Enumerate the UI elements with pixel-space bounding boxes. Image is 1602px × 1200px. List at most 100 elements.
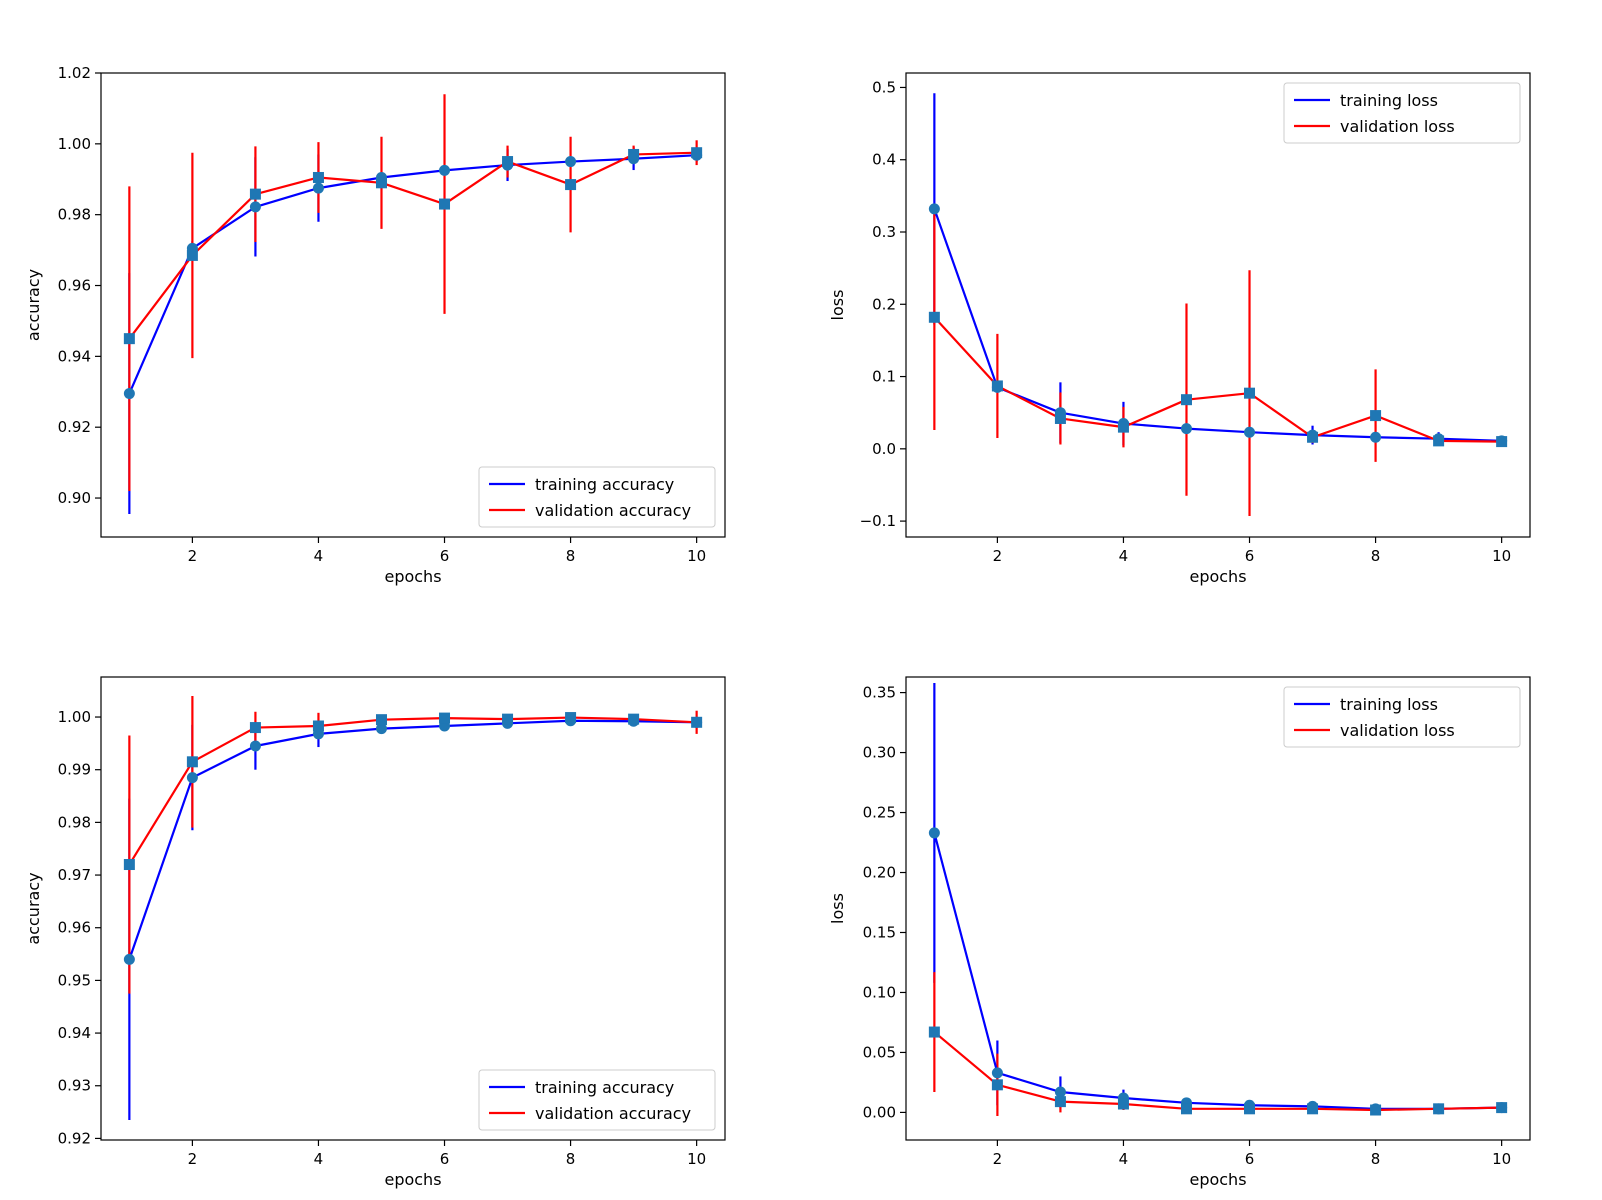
- chart-2-ytick-label-7: 0.99: [58, 761, 91, 779]
- chart-1-ytick-label-1: 0.0: [872, 440, 896, 458]
- chart-3-training-loss-point-3: [1054, 1086, 1066, 1098]
- training-loss-panel-2: 2 4 6 8 10 0.00 0.05 0.10 0.15 0.20 0.25 0.30 0.35 ep…: [828, 676, 1531, 1189]
- chart-3-validation-loss-point-5: [1180, 1103, 1192, 1115]
- chart-1-ytick-label-4: 0.3: [872, 223, 896, 241]
- chart-3-legend-box: [1283, 686, 1521, 748]
- chart-3-training-loss-point-2: [991, 1067, 1003, 1079]
- chart-3-ytick-label-7: 0.35: [863, 684, 896, 702]
- chart-2-legend-label-0: training accuracy: [535, 1078, 674, 1097]
- chart-0-validation-accuracy-point-2: [186, 249, 198, 261]
- chart-2-validation-accuracy-point-9: [628, 713, 640, 725]
- chart-1-training-loss-point-5: [1180, 423, 1192, 435]
- chart-2-validation-accuracy-point-6: [439, 712, 451, 724]
- chart-1-y-axis-label: loss: [828, 290, 847, 321]
- chart-1-validation-loss-point-4: [1117, 421, 1129, 433]
- chart-0-validation-accuracy-point-3: [249, 188, 261, 200]
- chart-1-training-loss-line: [933, 208, 1502, 442]
- chart-2-ytick-label-3: 0.95: [58, 971, 91, 989]
- chart-3-ytick-label-6: 0.30: [863, 744, 896, 762]
- chart-3-ytick-label-3: 0.15: [863, 923, 896, 941]
- training-loss-panel-1: 2 4 6 8 10 −0.1 0.0 0.1 0.2 0.3 0.4 0.5 epochs loss tr…: [828, 72, 1531, 586]
- chart-0-validation-accuracy-point-6: [439, 198, 451, 210]
- training-accuracy-panel-2: 2 4 6 8 10 0.92 0.93 0.94 0.95 0.96 0.97 0.98 0.99 1.…: [24, 676, 726, 1189]
- chart-2-legend: training accuracy validation accuracy: [478, 1069, 716, 1131]
- chart-2-validation-accuracy-line: [128, 716, 697, 866]
- chart-2-legend-box: [478, 1069, 716, 1131]
- chart-2-ytick-label-0: 0.92: [58, 1129, 91, 1147]
- chart-3-legend: training loss validation loss: [1283, 686, 1521, 748]
- chart-0-xtick-label-2: 2: [188, 547, 198, 565]
- chart-3-validation-loss-point-1: [928, 1026, 940, 1038]
- chart-0-training-accuracy-point-1: [123, 388, 135, 400]
- chart-0-legend-box: [478, 466, 716, 528]
- chart-1-ytick-label-3: 0.2: [872, 295, 896, 313]
- chart-1-validation-loss-point-6: [1244, 387, 1256, 399]
- chart-0-training-accuracy-line: [128, 154, 697, 394]
- chart-1-ytick-label-6: 0.5: [872, 78, 896, 96]
- chart-0-training-accuracy-point-3: [249, 201, 261, 213]
- chart-3-xtick-label-2: 2: [993, 1150, 1003, 1168]
- chart-1-x-axis-label: epochs: [1189, 567, 1246, 586]
- chart-2-ytick-label-2: 0.94: [58, 1024, 91, 1042]
- chart-3-ytick-label-0: 0.00: [863, 1103, 896, 1121]
- chart-2-ytick-label-1: 0.93: [58, 1077, 91, 1095]
- chart-3-validation-loss-point-4: [1117, 1098, 1129, 1110]
- chart-0-plot-area: [123, 94, 703, 514]
- chart-0-validation-accuracy-point-1: [123, 333, 135, 345]
- chart-1-ytick-label-0: −0.1: [860, 512, 896, 530]
- chart-3-validation-loss-point-2: [991, 1079, 1003, 1091]
- chart-0-training-accuracy-point-8: [565, 156, 577, 168]
- chart-0-validation-accuracy-point-10: [691, 147, 703, 159]
- chart-0-xtick-label-6: 6: [440, 547, 450, 565]
- chart-2-training-accuracy-point-2: [186, 772, 198, 784]
- chart-2-xtick-label-6: 6: [440, 1150, 450, 1168]
- chart-3-legend-label-1: validation loss: [1340, 721, 1455, 740]
- chart-1-axes-frame: [905, 72, 1531, 538]
- chart-0-ytick-label-5: 1.00: [58, 135, 91, 153]
- chart-2-x-axis-label: epochs: [384, 1170, 441, 1189]
- chart-1-validation-loss-point-5: [1180, 394, 1192, 406]
- chart-0-xtick-label-10: 10: [687, 547, 706, 565]
- chart-3-validation-loss-point-7: [1307, 1103, 1319, 1115]
- chart-1-plot-area: [928, 93, 1508, 517]
- chart-0-validation-accuracy-point-4: [312, 171, 324, 183]
- chart-2-validation-accuracy-point-8: [565, 712, 577, 724]
- chart-0-validation-accuracy-point-7: [502, 156, 514, 168]
- chart-0-axes-frame: [100, 72, 726, 538]
- chart-2-y-axis-label: accuracy: [24, 872, 43, 944]
- chart-0-ytick-label-0: 0.90: [58, 489, 91, 507]
- chart-3-xtick-label-6: 6: [1245, 1150, 1255, 1168]
- chart-2-xtick-label-2: 2: [188, 1150, 198, 1168]
- chart-1-xtick-label-6: 6: [1245, 547, 1255, 565]
- chart-3-training-loss-line: [933, 832, 1502, 1110]
- chart-3-validation-loss-point-9: [1433, 1103, 1445, 1115]
- chart-1-legend: training loss validation loss: [1283, 82, 1521, 144]
- chart-1-training-loss-point-1: [928, 203, 940, 215]
- chart-3-ytick-label-5: 0.25: [863, 804, 896, 822]
- chart-0-ytick-label-4: 0.98: [58, 206, 91, 224]
- chart-2-ytick-label-8: 1.00: [58, 708, 91, 726]
- chart-0-validation-accuracy-point-5: [375, 177, 387, 189]
- chart-3-training-loss-point-1: [928, 827, 940, 839]
- chart-1-legend-label-1: validation loss: [1340, 117, 1455, 136]
- chart-2-validation-accuracy-point-5: [375, 714, 387, 726]
- chart-3-x-axis-label: epochs: [1189, 1170, 1246, 1189]
- chart-1-validation-loss-point-7: [1307, 431, 1319, 443]
- chart-1-validation-loss-line: [933, 316, 1502, 443]
- chart-3-validation-loss-line: [933, 1031, 1502, 1112]
- chart-1-validation-loss-point-1: [928, 311, 940, 323]
- chart-2-xtick-label-10: 10: [687, 1150, 706, 1168]
- chart-0-legend: training accuracy validation accuracy: [478, 466, 716, 528]
- chart-2-plot-area: [123, 695, 703, 1120]
- chart-1-validation-loss-point-2: [991, 380, 1003, 392]
- chart-2-ytick-label-6: 0.98: [58, 813, 91, 831]
- chart-2-training-accuracy-point-3: [249, 740, 261, 752]
- chart-2-validation-accuracy-point-7: [502, 713, 514, 725]
- chart-0-ytick-label-2: 0.94: [58, 347, 91, 365]
- chart-1-training-loss-point-6: [1244, 426, 1256, 438]
- chart-1-training-loss-point-8: [1370, 431, 1382, 443]
- chart-1-legend-box: [1283, 82, 1521, 144]
- chart-0-ytick-label-6: 1.02: [58, 64, 91, 82]
- chart-1-ytick-label-2: 0.1: [872, 368, 896, 386]
